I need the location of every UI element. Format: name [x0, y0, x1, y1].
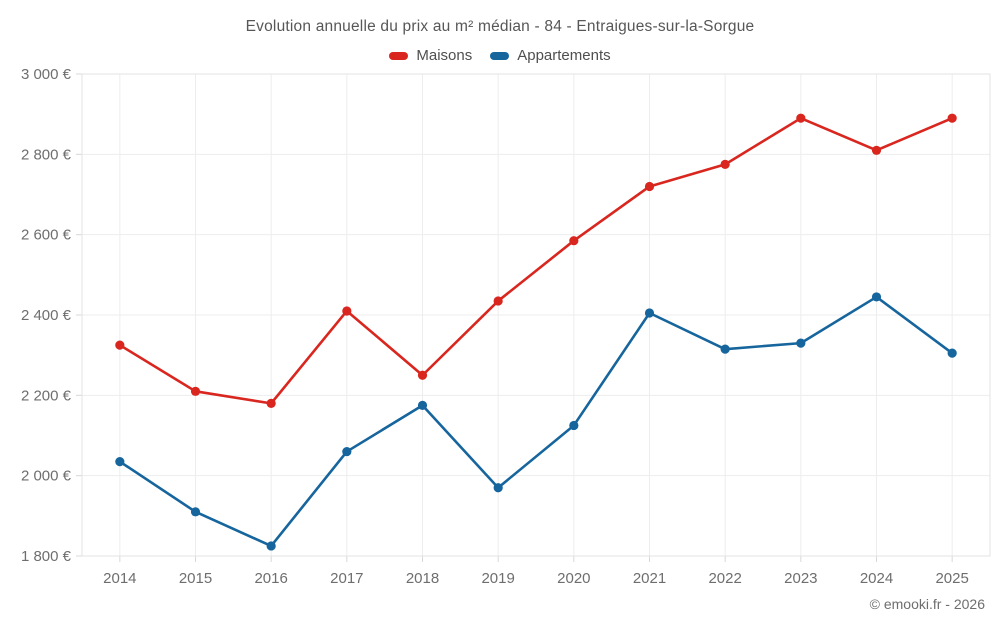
series-line-appartements [118, 295, 954, 548]
data-point-maisons-2019[interactable] [493, 296, 503, 306]
data-point-appartements-2016[interactable] [266, 541, 276, 551]
legend-item-maisons[interactable]: Maisons [389, 47, 472, 64]
y-tick-label: 2 000 € [21, 468, 72, 485]
data-point-appartements-2025[interactable] [947, 348, 957, 358]
y-tick-label: 2 600 € [21, 227, 72, 244]
data-point-maisons-2016[interactable] [266, 398, 276, 408]
x-tick-label: 2022 [708, 570, 741, 587]
data-point-appartements-2023[interactable] [796, 338, 806, 348]
y-tick-label: 2 200 € [21, 387, 72, 404]
data-point-appartements-2014[interactable] [115, 457, 125, 467]
data-point-maisons-2024[interactable] [871, 145, 882, 155]
y-tick-label: 2 400 € [21, 307, 72, 324]
data-point-maisons-2022[interactable] [720, 159, 730, 169]
x-tick-label: 2017 [330, 570, 363, 587]
data-point-maisons-2020[interactable] [569, 236, 579, 246]
x-tick-label: 2019 [481, 570, 514, 587]
legend-swatch-appartements [490, 51, 510, 60]
chart-title: Evolution annuelle du prix au m² médian … [245, 18, 755, 35]
watermark-credit: © emooki.fr - 2026 [869, 596, 985, 612]
x-tick-label: 2016 [254, 570, 287, 587]
data-point-maisons-2017[interactable] [342, 306, 352, 316]
x-tick-label: 2021 [633, 570, 666, 587]
chart-legend: Maisons Appartements [0, 47, 1000, 64]
data-point-maisons-2018[interactable] [417, 370, 428, 380]
data-point-appartements-2019[interactable] [493, 483, 503, 493]
x-tick-label: 2018 [406, 570, 439, 587]
legend-label: Maisons [416, 47, 473, 64]
y-tick-label: 3 000 € [21, 66, 72, 83]
x-tick-label: 2014 [103, 570, 136, 587]
y-tick-label: 1 800 € [21, 548, 72, 565]
legend-label: Appartements [517, 47, 611, 64]
x-tick-label: 2023 [784, 570, 817, 587]
data-point-appartements-2018[interactable] [417, 400, 428, 410]
data-point-appartements-2020[interactable] [569, 420, 579, 431]
data-point-appartements-2015[interactable] [190, 507, 201, 517]
plot-border [81, 73, 991, 557]
data-point-maisons-2023[interactable] [796, 113, 806, 123]
data-point-appartements-2022[interactable] [720, 344, 730, 354]
y-tick-label: 2 800 € [21, 146, 72, 163]
legend-swatch-maisons [389, 51, 409, 60]
data-point-maisons-2014[interactable] [115, 340, 125, 350]
data-point-maisons-2015[interactable] [190, 386, 201, 396]
x-tick-label: 2020 [557, 570, 590, 587]
data-point-maisons-2025[interactable] [947, 113, 957, 123]
data-point-maisons-2021[interactable] [644, 181, 655, 192]
x-tick-label: 2024 [860, 570, 893, 587]
x-tick-label: 2025 [935, 570, 968, 587]
x-tick-label: 2015 [179, 570, 212, 587]
data-point-appartements-2024[interactable] [871, 292, 882, 302]
data-point-appartements-2017[interactable] [342, 446, 352, 457]
series-line-maisons [118, 116, 954, 405]
legend-item-appartements[interactable]: Appartements [490, 47, 611, 64]
data-point-appartements-2021[interactable] [644, 308, 655, 318]
